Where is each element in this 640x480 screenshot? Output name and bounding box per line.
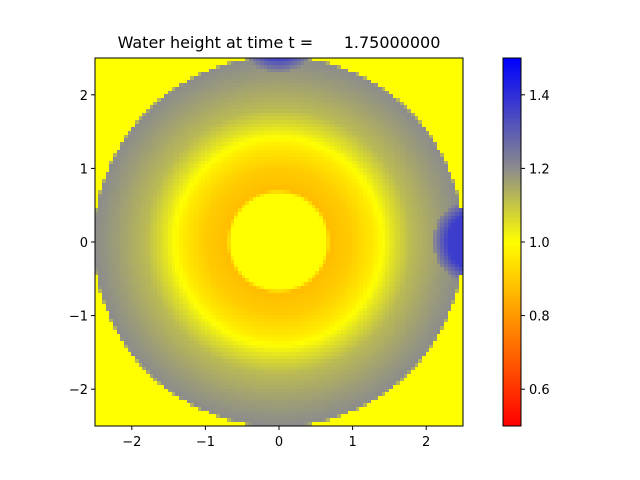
heatmap-plot [95, 58, 463, 426]
y-tick-label: 1 [80, 162, 88, 177]
x-tick-label: 2 [422, 435, 430, 450]
colorbar-tick-label: 1.2 [529, 162, 550, 177]
colorbar-tick-label: 0.8 [529, 310, 550, 325]
y-tick-label: −1 [69, 310, 88, 325]
x-tick-label: 1 [348, 435, 356, 450]
y-tick-label: −2 [69, 383, 88, 398]
chart-title: Water height at time t = 1.75000000 [117, 33, 441, 52]
colorbar-tick-label: 1.4 [529, 89, 550, 104]
y-tick-label: 2 [80, 89, 88, 104]
x-tick-label: 0 [275, 435, 283, 450]
colorbar-tick-label: 1.0 [529, 236, 550, 251]
x-tick-label: −1 [196, 435, 215, 450]
colorbar-tick-label: 0.6 [529, 383, 550, 398]
plot-frame [94, 57, 464, 427]
x-tick-label: −2 [122, 435, 141, 450]
colorbar [503, 58, 521, 426]
y-tick-label: 0 [80, 236, 88, 251]
colorbar-frame [502, 57, 522, 427]
